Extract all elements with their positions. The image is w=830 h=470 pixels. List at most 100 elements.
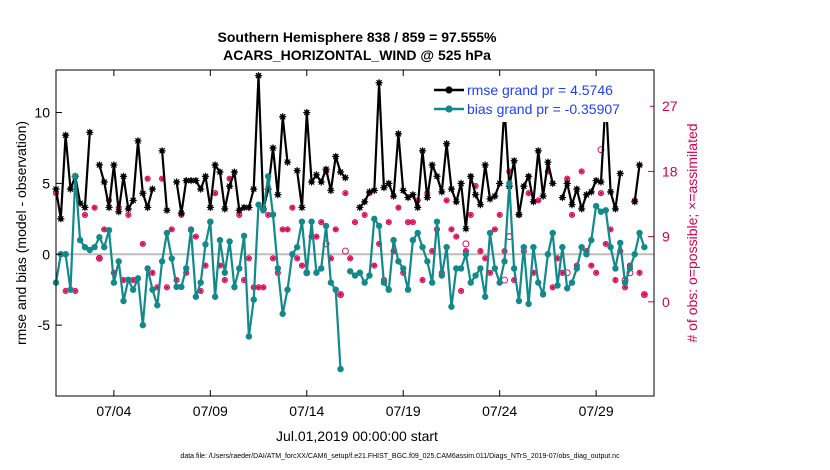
assimilated-obs-marker (477, 248, 484, 255)
rmse-point-star (361, 198, 369, 206)
obs-marker-circle (491, 226, 498, 233)
rmse-point (293, 167, 301, 175)
rmse-point (573, 185, 581, 193)
bias-point (361, 279, 368, 286)
obs-marker-circle (361, 211, 368, 218)
rmse-point-star (62, 131, 70, 139)
legend-background (428, 76, 650, 122)
bias-point (366, 272, 373, 279)
bias-point (400, 265, 407, 272)
rmse-point (250, 185, 258, 193)
legend: rmse grand pr = 4.5746 bias grand pr = -… (428, 76, 650, 122)
rmse-point-star (327, 186, 335, 195)
rmse-point (110, 161, 118, 169)
bias-point (154, 302, 161, 309)
rmse-point (322, 165, 330, 173)
bias-point (419, 243, 426, 251)
obs-marker-cross (613, 277, 618, 283)
rmse-point (481, 161, 489, 169)
assimilated-obs-marker (245, 255, 252, 262)
bias-point (207, 218, 214, 225)
rmse-point (177, 209, 185, 217)
bias-point (346, 268, 354, 275)
obs-marker-cross (410, 219, 416, 225)
obs-marker-cross (63, 288, 68, 294)
obs-marker-circle (458, 287, 465, 295)
y-axis-label: rmse and bias (model - observation) (13, 121, 29, 345)
obs-marker-cross (174, 277, 179, 283)
rmse-point-star (226, 182, 234, 190)
y2-tick-label: 27 (662, 98, 678, 114)
obs-marker-cross (328, 256, 334, 261)
bias-point (76, 236, 84, 244)
bias-point (125, 276, 132, 283)
rmse-point (269, 144, 277, 152)
assimilated-obs-marker (81, 211, 88, 218)
obs-marker-cross (73, 288, 78, 294)
assimilated-obs-marker (568, 211, 576, 218)
rmse-point-star (592, 176, 600, 185)
rmse-point (62, 131, 70, 139)
obs-marker-cross (376, 241, 382, 247)
bias-point (158, 258, 166, 265)
obs-marker-cross (569, 212, 575, 218)
rmse-point-star (635, 161, 644, 169)
obs-marker-circle (289, 204, 296, 211)
obs-marker-cross (564, 176, 570, 181)
rmse-point (563, 179, 571, 187)
rmse-point-star (525, 172, 533, 180)
obs-marker-circle (453, 233, 460, 240)
bias-point (390, 236, 397, 244)
rmse-point-star (399, 186, 407, 195)
obs-marker-cross (102, 227, 107, 232)
obs-marker-cross (362, 212, 367, 218)
obs-marker-cross (405, 219, 411, 225)
rmse-point-star (597, 178, 605, 186)
obs-marker-circle (298, 262, 306, 269)
bias-point (211, 293, 219, 300)
bias-point (428, 279, 436, 286)
assimilated-obs-marker (144, 175, 151, 182)
obs-marker-circle (342, 190, 349, 197)
obs-marker-cross (622, 285, 628, 290)
obs-marker-cross (150, 270, 155, 276)
data-file-footnote: data file: /Users/raeder/DAI/ATM_forcXX/… (180, 453, 620, 460)
bias-point (178, 283, 185, 291)
rmse-point (433, 172, 441, 180)
rmse-point (361, 198, 369, 206)
obs-marker-cross (589, 263, 594, 268)
rmse-point-star (578, 205, 586, 213)
bias-point (414, 229, 421, 237)
obs-marker-cross (265, 212, 271, 218)
rmse-point (534, 147, 542, 155)
rmse-point-star (221, 205, 229, 213)
x-tick-label: 07/24 (482, 403, 517, 419)
rmse-point (587, 188, 595, 196)
rmse-point (81, 203, 89, 212)
rmse-point (404, 193, 412, 202)
rmse-point-star (433, 172, 441, 180)
obs-marker-cross (526, 190, 531, 196)
obs-marker-cross (92, 205, 97, 210)
obs-marker-cross (487, 270, 493, 276)
obs-marker-cross (319, 219, 324, 225)
rmse-point-star (423, 193, 431, 202)
rmse-point (385, 179, 393, 187)
rmse-point (254, 72, 263, 80)
obs-marker-circle (347, 255, 354, 262)
rmse-point (332, 152, 340, 161)
obs-marker-circle (318, 219, 325, 226)
rmse-point (597, 178, 605, 186)
obs-marker-circle (332, 226, 339, 233)
bias-point (486, 229, 494, 237)
obs-marker-cross (545, 169, 551, 174)
bias-point (443, 243, 450, 251)
rmse-point (616, 169, 624, 178)
y2-axis-label: # of obs: o=possible; ×=assimilated (684, 123, 700, 342)
possible-obs-marker (341, 247, 349, 255)
obs-marker-cross (536, 198, 541, 203)
bias-point (472, 272, 479, 279)
rmse-point (520, 182, 528, 190)
obs-marker-circle (294, 255, 301, 262)
obs-marker-cross (608, 227, 613, 232)
